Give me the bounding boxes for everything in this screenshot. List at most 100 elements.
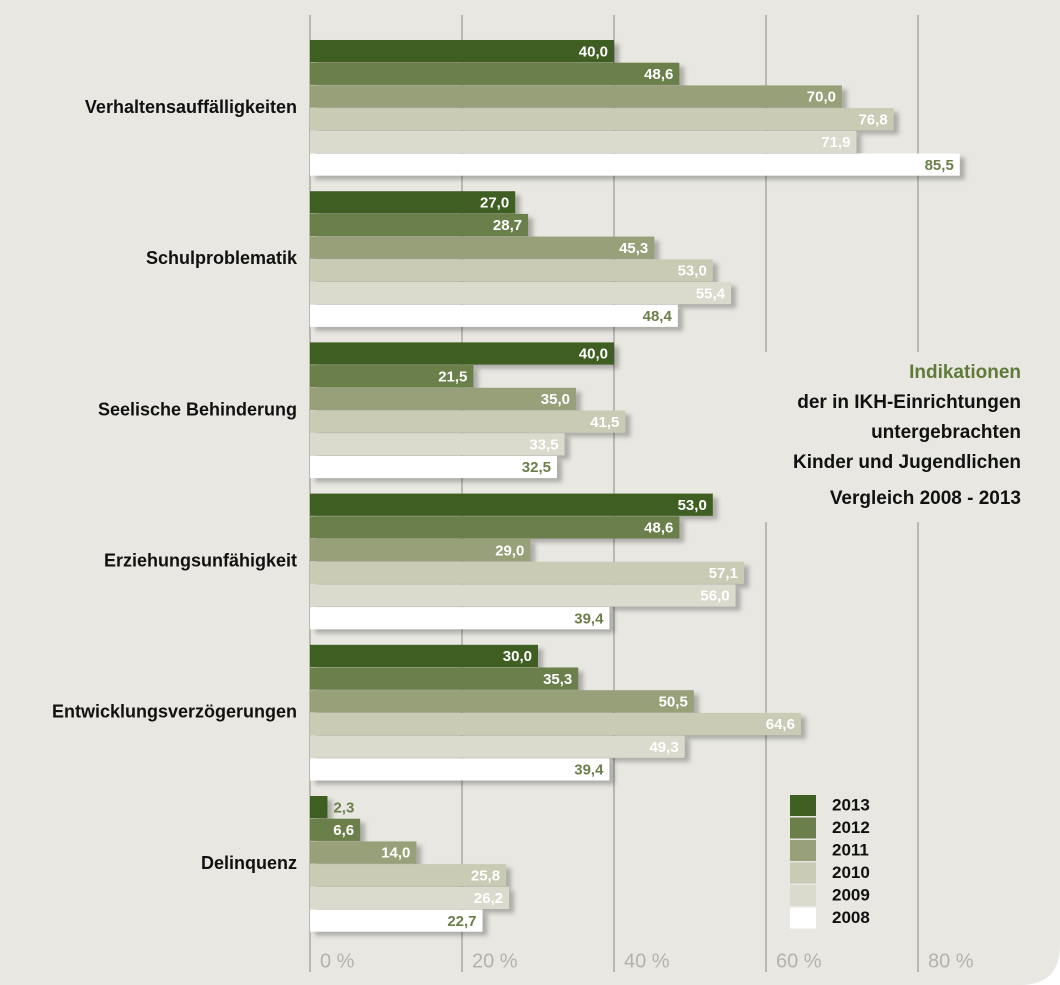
bar: [310, 410, 626, 433]
value-label: 71,9: [821, 134, 850, 151]
bar: [310, 213, 529, 237]
value-label: 33,5: [529, 437, 558, 454]
legend-label: 2009: [832, 885, 870, 904]
bar: [310, 153, 960, 176]
value-label: 53,0: [678, 497, 707, 514]
value-label: 76,8: [858, 111, 887, 128]
bar: [310, 365, 474, 388]
value-label: 28,7: [493, 217, 522, 234]
bar: [310, 735, 685, 758]
bar: [310, 62, 680, 85]
category-label: Erziehungsunfähigkeit: [104, 550, 297, 570]
title-line: untergebrachten: [871, 422, 1021, 443]
value-label: 22,7: [447, 913, 476, 930]
value-label: 21,5: [438, 368, 467, 385]
value-label: 35,0: [541, 391, 570, 408]
legend-swatch: [790, 840, 816, 861]
bar: [310, 108, 894, 131]
legend-label: 2011: [832, 840, 869, 859]
value-label: 57,1: [709, 565, 738, 582]
value-label: 40,0: [579, 43, 608, 60]
x-tick-label: 60 %: [776, 950, 822, 972]
value-label: 29,0: [495, 542, 524, 559]
value-label: 56,0: [700, 588, 729, 605]
bar: [310, 455, 557, 479]
bar: [310, 712, 801, 736]
title-line: Kinder und Jugendlichen: [793, 452, 1021, 473]
value-label: 41,5: [590, 414, 619, 431]
bar: [310, 85, 842, 108]
bar: [310, 387, 576, 410]
bar: [310, 644, 538, 667]
bar: [310, 259, 713, 282]
bar: [310, 796, 328, 819]
legend-swatch: [790, 795, 816, 816]
value-label: 6,6: [333, 822, 354, 839]
bar: [310, 191, 516, 214]
value-label: 85,5: [925, 157, 954, 174]
bar: [310, 516, 680, 539]
value-label: 27,0: [480, 195, 509, 212]
x-tick-label: 0 %: [320, 950, 355, 972]
bar: [310, 342, 614, 365]
category-label: Seelische Behinderung: [98, 399, 297, 419]
bar: [310, 758, 610, 781]
legend-swatch: [790, 885, 816, 906]
x-tick-label: 20 %: [472, 950, 518, 972]
value-label: 70,0: [807, 89, 836, 106]
value-label: 53,0: [678, 263, 707, 280]
bar: [310, 304, 678, 327]
bar: [310, 236, 655, 259]
legend-label: 2008: [832, 908, 870, 927]
value-label: 39,4: [574, 610, 604, 627]
bar: [310, 818, 361, 841]
bar: [310, 690, 694, 713]
title-background: [725, 352, 1035, 522]
category-label: Delinquenz: [201, 853, 297, 873]
bar: [310, 282, 732, 305]
value-label: 39,4: [574, 762, 604, 779]
category-label: Schulproblematik: [146, 248, 298, 268]
value-label: 35,3: [543, 671, 572, 688]
legend-label: 2012: [832, 818, 870, 837]
title-line: Vergleich 2008 - 2013: [830, 488, 1021, 509]
legend-swatch: [790, 907, 816, 929]
title-line: der in IKH-Einrichtungen: [797, 392, 1021, 413]
value-label: 2,3: [333, 799, 354, 816]
value-label: 32,5: [522, 459, 551, 476]
bar: [310, 493, 713, 516]
value-label: 64,6: [766, 716, 795, 733]
bar: [310, 584, 736, 607]
legend-label: 2013: [832, 795, 870, 814]
value-label: 48,6: [644, 66, 673, 83]
value-label: 50,5: [659, 694, 688, 711]
value-label: 49,3: [649, 739, 678, 756]
bar: [310, 433, 565, 456]
x-tick-label: 80 %: [928, 950, 974, 972]
value-label: 45,3: [619, 240, 648, 257]
value-label: 14,0: [381, 845, 410, 862]
title-line: Indikationen: [909, 362, 1021, 383]
x-tick-label: 40 %: [624, 950, 670, 972]
value-label: 48,4: [643, 308, 673, 325]
category-label: Entwicklungsverzögerungen: [52, 702, 297, 722]
bar: [310, 886, 510, 909]
value-label: 25,8: [471, 867, 500, 884]
bar: [310, 607, 610, 630]
category-label: Verhaltensauffälligkeiten: [85, 97, 297, 117]
bar: [310, 539, 531, 562]
bar: [310, 841, 417, 864]
bar: [310, 40, 614, 63]
value-label: 30,0: [503, 648, 532, 665]
value-label: 55,4: [696, 285, 726, 302]
bar: [310, 909, 483, 932]
legend-label: 2010: [832, 863, 870, 882]
bar: [310, 130, 857, 153]
legend-swatch: [790, 862, 816, 884]
value-label: 40,0: [579, 346, 608, 363]
legend-swatch: [790, 817, 816, 839]
bar: [310, 561, 744, 584]
value-label: 26,2: [474, 890, 503, 907]
